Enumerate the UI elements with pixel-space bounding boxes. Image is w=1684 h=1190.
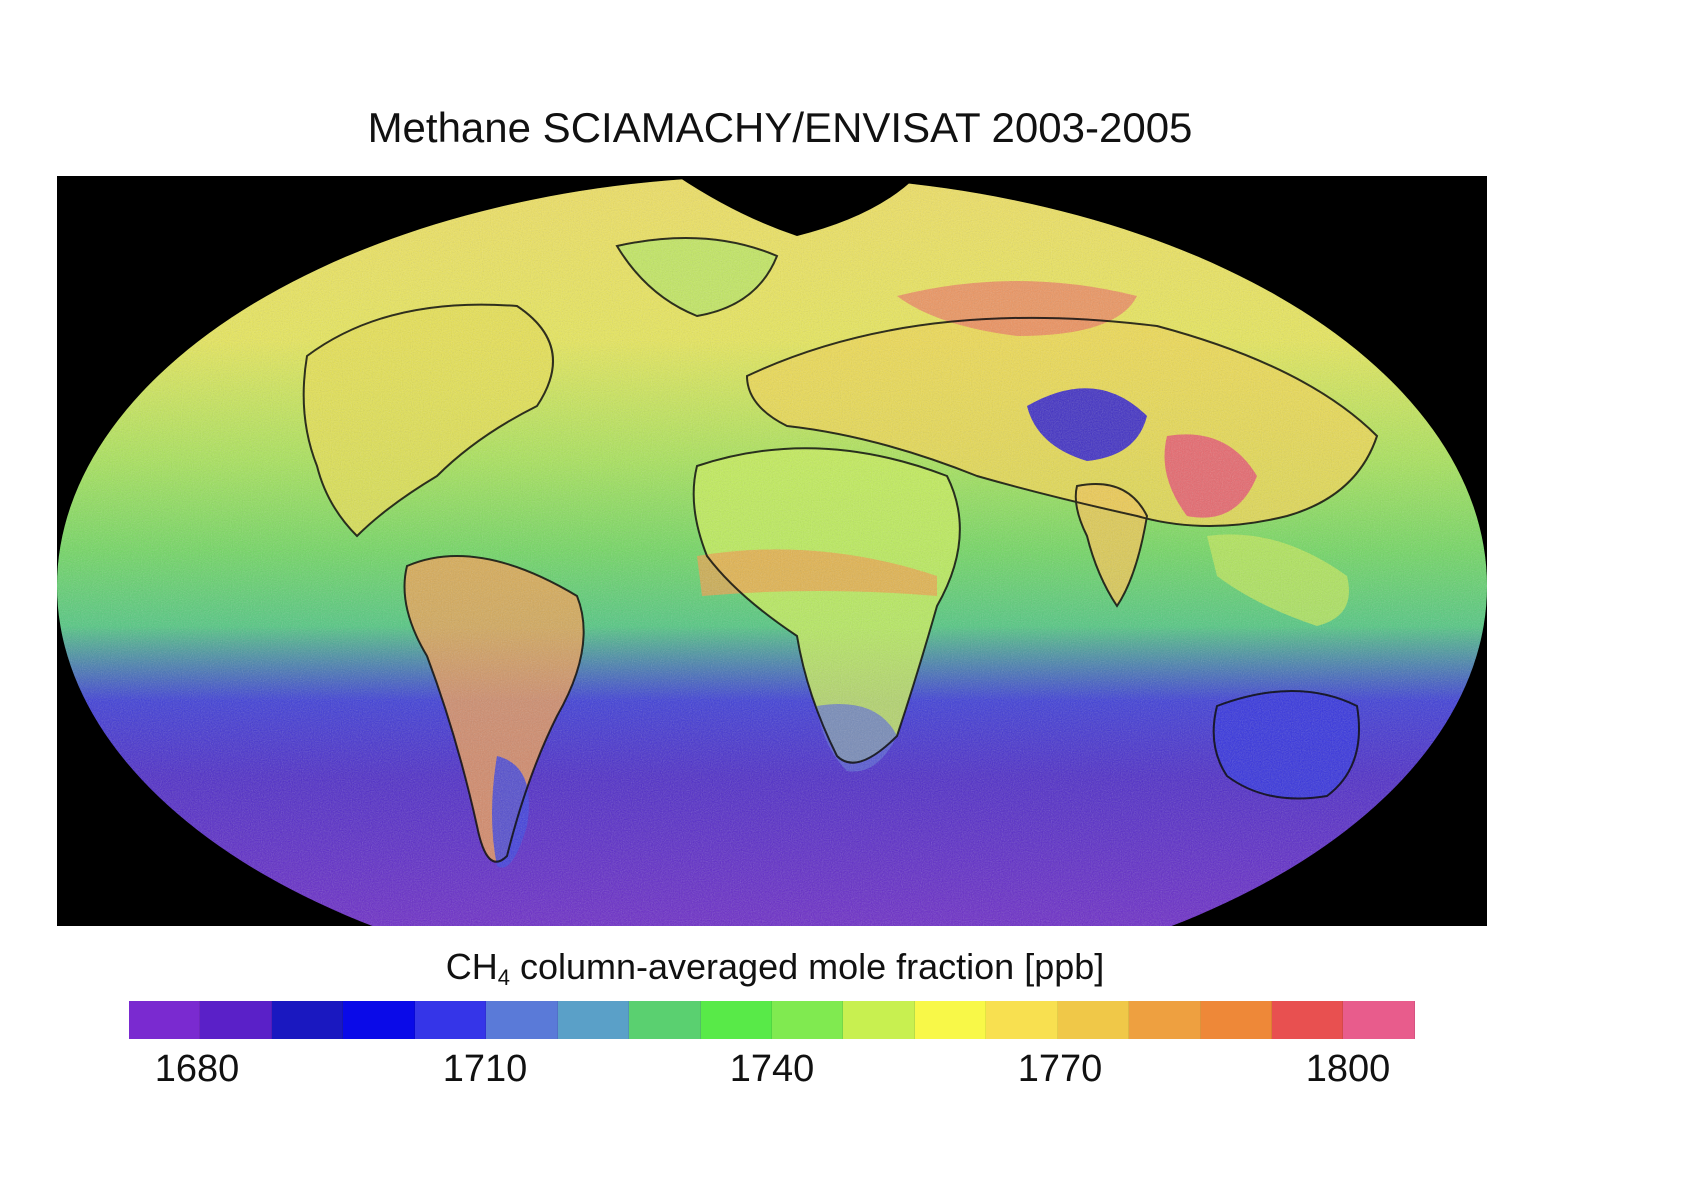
globe-surface [57, 176, 1487, 926]
colorbar-segment [700, 1001, 772, 1039]
coastlines [302, 237, 1379, 863]
colorbar-label-main: CH [445, 946, 498, 987]
colorbar-tick-label: 1770 [1017, 1048, 1103, 1090]
colorbar-label-subscript: 4 [497, 965, 510, 990]
methane-map [57, 176, 1487, 926]
colorbar-segment [1129, 1001, 1201, 1039]
arctic-nodata [677, 176, 917, 236]
colorbar-segment [914, 1001, 987, 1039]
colorbar-label: CH4 column-averaged mole fraction [ppb] [130, 946, 1420, 991]
colorbar-tick-label: 1710 [442, 1048, 528, 1090]
colorbar-segment [129, 1001, 201, 1039]
colorbar-label-rest: column-averaged mole fraction [ppb] [509, 946, 1105, 987]
mollweide-map-svg [57, 176, 1487, 926]
colorbar-segment [1272, 1001, 1344, 1039]
colorbar-segment [1057, 1001, 1130, 1039]
colorbar-segment [1343, 1001, 1415, 1039]
colorbar-segment [200, 1001, 272, 1039]
speckle-noise [57, 176, 1487, 926]
colorbar [129, 1001, 1415, 1039]
colorbar-segment [1200, 1001, 1272, 1039]
colorbar-segment [486, 1001, 558, 1039]
colorbar-segment [986, 1001, 1058, 1039]
colorbar-segment [629, 1001, 701, 1039]
colorbar-segment [271, 1001, 344, 1039]
colorbar-tick-label: 1680 [154, 1048, 240, 1090]
map-title: Methane SCIAMACHY/ENVISAT 2003-2005 [367, 104, 1193, 151]
colorbar-segment [343, 1001, 415, 1039]
colorbar-segment [557, 1001, 630, 1039]
colorbar-tick-label: 1740 [729, 1048, 815, 1090]
colorbar-ticks: 1680 1710 1740 1770 1800 [0, 1048, 1684, 1098]
colorbar-tick-label: 1800 [1305, 1048, 1391, 1090]
colorbar-segment [414, 1001, 487, 1039]
colorbar-segment [771, 1001, 844, 1039]
colorbar-segment [843, 1001, 915, 1039]
